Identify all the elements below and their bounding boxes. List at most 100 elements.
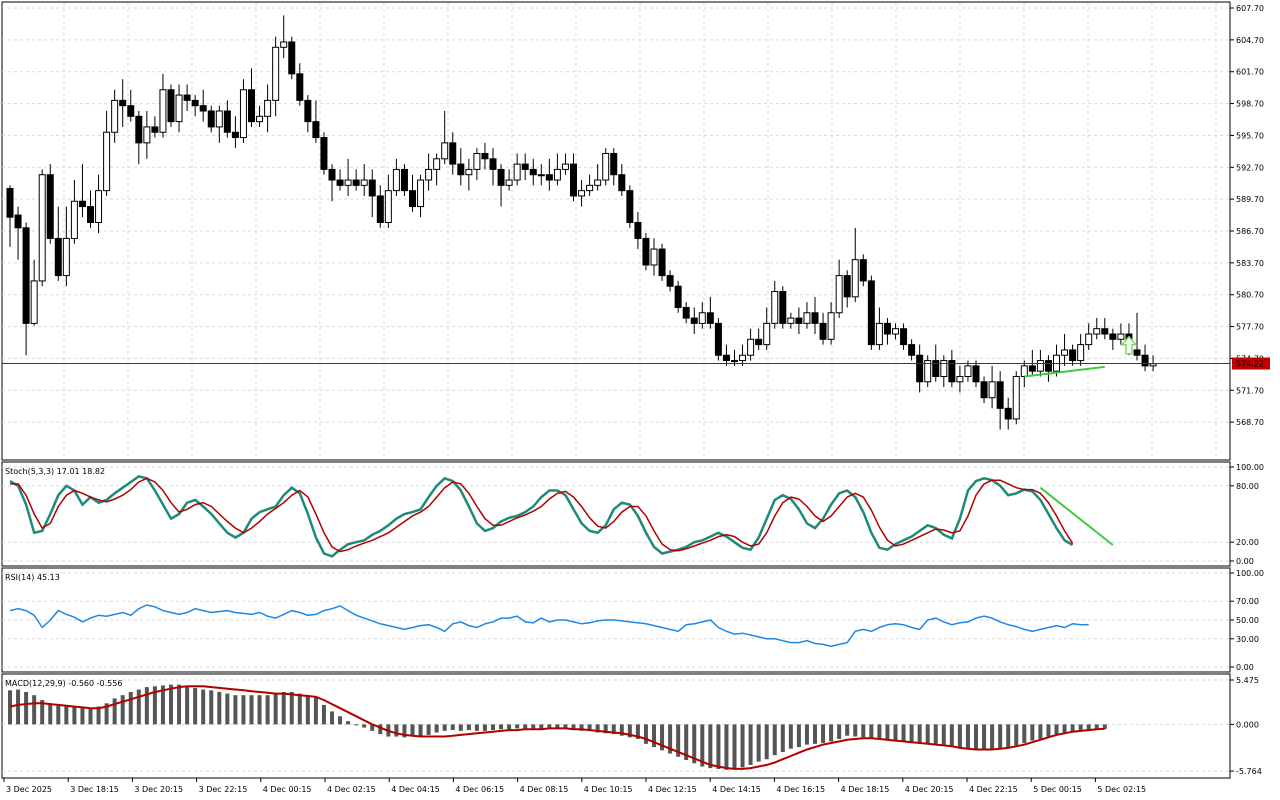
candle-body (610, 152, 618, 176)
macd-bar (595, 724, 600, 733)
candle-body (747, 338, 755, 356)
macd-bar (780, 724, 785, 752)
candle-body (360, 179, 368, 186)
macd-bar (965, 724, 970, 749)
time-tick-label: 4 Dec 22:15 (969, 785, 1018, 794)
candle-body (175, 94, 183, 123)
price-trendline[interactable] (1024, 365, 1105, 378)
candle-body (1061, 349, 1069, 356)
macd-bar (933, 724, 938, 744)
macd-bar (305, 695, 310, 725)
time-tick-label: 3 Dec 2025 (6, 785, 52, 794)
stoch-divergence-line[interactable] (1039, 486, 1114, 546)
macd-bar (169, 684, 173, 725)
macd-bar (1102, 724, 1107, 729)
macd-tick-label: -5.764 (1236, 767, 1262, 776)
candle-body (1093, 328, 1101, 335)
macd-bar (249, 695, 254, 725)
macd-bar (627, 724, 632, 738)
candle-body (956, 375, 964, 383)
candle-body (384, 190, 392, 224)
macd-bar (974, 724, 978, 751)
candle-body (932, 360, 940, 377)
stoch-panel[interactable]: Stoch(5,3,3) 17.01 18.82 100.00 80.00 20.0… (1, 461, 1264, 567)
macd-bar (128, 691, 133, 725)
time-tick-label: 3 Dec 22:15 (199, 785, 248, 794)
candle-body (650, 248, 658, 266)
macd-bar (362, 724, 367, 728)
candle-body (779, 291, 787, 324)
candle-body (586, 184, 594, 192)
candle-body (811, 312, 819, 324)
macd-bar (917, 724, 922, 744)
candle-body (948, 360, 956, 383)
macd-bar (40, 700, 45, 725)
candle-body (602, 152, 610, 181)
time-tick-label: 4 Dec 14:15 (712, 785, 761, 794)
stoch-tick-label: 100.00 (1236, 463, 1264, 472)
price-tick-label: 568.70 (1236, 418, 1264, 427)
macd-bar (941, 724, 946, 745)
candle-body (626, 190, 634, 224)
candle-body (900, 328, 908, 346)
candle-body (924, 360, 932, 383)
macd-histogram (8, 684, 1107, 770)
candle-body (288, 41, 296, 75)
time-tick-label: 4 Dec 20:15 (905, 785, 954, 794)
macd-bar (273, 693, 278, 725)
stoch-main-line (9, 475, 1074, 558)
candle-body (14, 214, 22, 229)
macd-bar (241, 695, 246, 725)
candle-body (143, 126, 151, 144)
candle-body (835, 275, 843, 314)
candle-body (722, 354, 730, 362)
macd-bar (724, 724, 729, 770)
macd-bar (515, 724, 520, 729)
macd-bar (402, 724, 407, 738)
macd-panel[interactable]: MACD(12,29,9) -0.560 -0.556 5.475 0.000 -5… (1, 673, 1262, 779)
macd-bar (804, 724, 809, 745)
candle-body (658, 248, 666, 277)
macd-bar (660, 724, 665, 751)
candle-body (1109, 333, 1117, 340)
candle-body (892, 328, 899, 335)
rsi-tick-label: 70.00 (1236, 597, 1259, 606)
macd-bar (32, 695, 37, 725)
candle-body (875, 322, 883, 346)
time-tick-label: 4 Dec 06:15 (455, 785, 504, 794)
time-tick-label: 4 Dec 08:15 (520, 785, 569, 794)
macd-bar (619, 724, 624, 736)
macd-bar (990, 724, 995, 751)
candle-body (328, 168, 336, 181)
price-panel[interactable]: 607.70 604.70 601.70 598.70 595.70 592.70 589.… (1, 1, 1270, 461)
price-tick-label: 595.70 (1236, 131, 1264, 140)
macd-bar (152, 686, 157, 725)
macd-bar (523, 724, 528, 729)
candle-body (940, 360, 948, 377)
candle-body (795, 317, 803, 324)
macd-bar (547, 724, 552, 728)
candle-body (70, 200, 78, 239)
time-tick-label: 4 Dec 04:15 (391, 785, 440, 794)
macd-bar (466, 724, 471, 731)
candle-body (280, 41, 288, 48)
price-tick-label: 580.70 (1236, 291, 1264, 300)
macd-bar (716, 724, 721, 769)
candle-body (561, 163, 569, 170)
macd-bar (1014, 724, 1019, 746)
candle-body (167, 89, 175, 123)
macd-bar (611, 724, 616, 735)
macd-bar (338, 716, 343, 725)
candle-body (578, 190, 586, 197)
candle-body (400, 168, 408, 192)
rsi-panel[interactable]: RSI(14) 45.13 100.00 70.00 50.00 30.00 0.00 (1, 567, 1264, 673)
macd-bar (821, 724, 826, 744)
candle-body (417, 179, 425, 208)
candle-body (883, 322, 891, 335)
macd-bar (418, 724, 423, 737)
candle-body (706, 312, 714, 324)
macd-title: MACD(12,29,9) -0.560 -0.556 (5, 679, 122, 688)
macd-bar (120, 695, 125, 725)
macd-bar (185, 686, 190, 725)
